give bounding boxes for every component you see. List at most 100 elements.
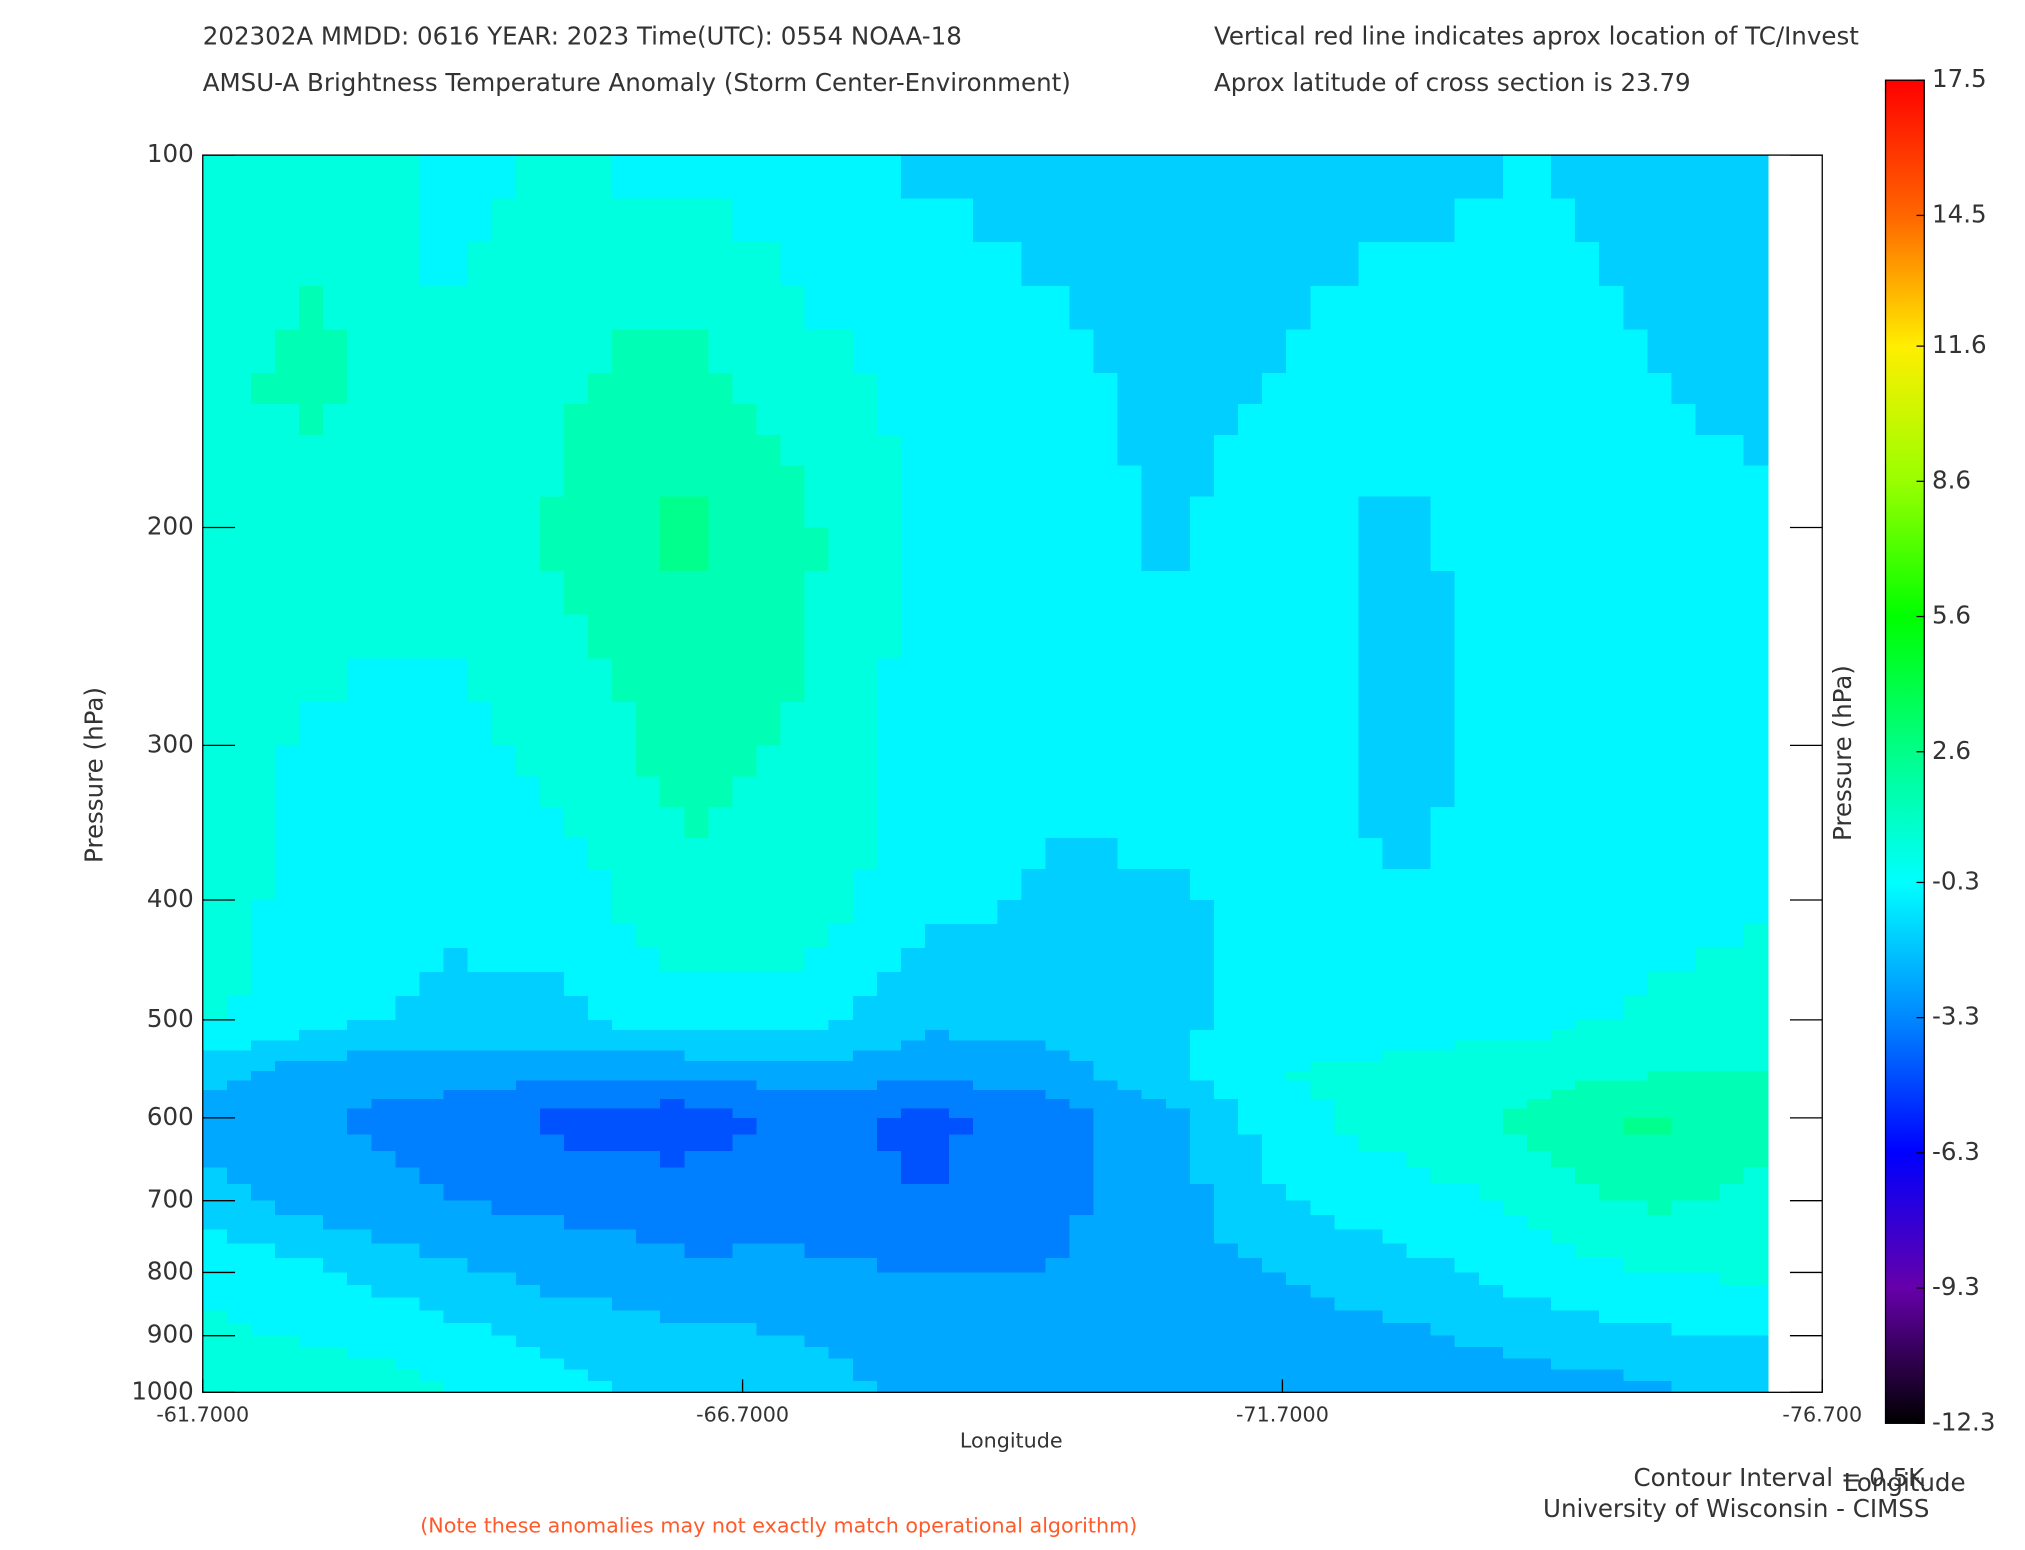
contour-cell: [1310, 1243, 1336, 1259]
contour-cell: [1551, 1071, 1576, 1082]
contour-cell: [1695, 527, 1721, 572]
contour-cell: [1117, 658, 1143, 703]
contour-cell: [1454, 465, 1480, 498]
contour-cell: [708, 1335, 734, 1348]
contour-cell: [1671, 1358, 1697, 1371]
contour-cell: [1502, 571, 1528, 616]
contour-cell: [1695, 1310, 1721, 1324]
contour-cell: [1141, 1167, 1167, 1185]
contour-cell: [1117, 403, 1143, 436]
contour-cell: [1021, 1369, 1047, 1382]
contour-cell: [1141, 1150, 1167, 1169]
contour-cell: [973, 403, 999, 436]
contour-cell: [323, 465, 348, 498]
contour-cell: [1647, 1050, 1673, 1062]
contour-cell: [1334, 701, 1360, 747]
contour-cell: [539, 1030, 565, 1042]
contour-cell: [1647, 1310, 1673, 1324]
contour-cell: [1358, 1167, 1384, 1185]
contour-cell: [226, 1050, 252, 1062]
contour-cell: [900, 465, 926, 498]
contour-cell: [491, 1358, 517, 1371]
contour-cell: [1406, 1184, 1432, 1202]
contour-cell: [1502, 1040, 1528, 1052]
contour-cell: [1238, 1272, 1263, 1286]
contour-cell: [612, 1285, 637, 1299]
contour-cell: [660, 372, 686, 405]
contour-cell: [925, 1080, 950, 1091]
contour-cell: [1238, 1310, 1263, 1324]
contour-cell: [1502, 329, 1528, 374]
contour-cell: [1069, 1030, 1095, 1042]
contour-cell: [1647, 155, 1673, 200]
contour-cell: [515, 995, 541, 1021]
contour-cell: [1117, 1071, 1143, 1082]
y-tick-label: 800: [147, 1256, 194, 1285]
contour-cell: [443, 1080, 469, 1091]
contour-cell: [1695, 1358, 1721, 1371]
contour-cell: [1382, 1117, 1408, 1136]
contour-cell: [1502, 1258, 1528, 1274]
contour-cell: [1526, 329, 1552, 374]
contour-cell: [250, 1184, 276, 1202]
contour-cell: [1286, 1243, 1312, 1259]
contour-cell: [1478, 776, 1504, 809]
contour-cell: [1623, 496, 1649, 529]
contour-cell: [1478, 1258, 1504, 1274]
contour-cell: [1165, 1071, 1191, 1082]
contour-cell: [1599, 1019, 1625, 1031]
contour-cell: [587, 1243, 613, 1259]
contour-cell: [1358, 1215, 1384, 1231]
contour-cell: [226, 745, 252, 778]
contour-cell: [1382, 1272, 1408, 1286]
contour-cell: [732, 995, 758, 1021]
contour-cell: [1719, 496, 1745, 529]
contour-cell: [1430, 899, 1456, 925]
contour-cell: [949, 1243, 974, 1259]
contour-cell: [780, 1134, 806, 1152]
contour-cell: [563, 1335, 589, 1348]
contour-cell: [419, 1050, 445, 1062]
contour-cell: [708, 1243, 734, 1259]
contour-cell: [708, 1184, 734, 1202]
contour-cell: [515, 971, 541, 997]
contour-cell: [1406, 1030, 1432, 1042]
contour-cell: [1310, 527, 1336, 572]
contour-cell: [1286, 496, 1312, 529]
contour-cell: [1575, 155, 1600, 200]
contour-cell: [1358, 434, 1384, 467]
contour-cell: [1213, 465, 1239, 498]
contour-cell: [1093, 527, 1119, 572]
contour-cell: [973, 899, 999, 925]
contour-cell: [660, 1019, 686, 1031]
contour-cell: [1647, 1019, 1673, 1031]
contour-cell: [900, 1050, 926, 1062]
contour-cell: [274, 1089, 300, 1100]
contour-cell: [1165, 838, 1191, 870]
contour-cell: [1262, 1323, 1287, 1337]
contour-cell: [1719, 923, 1745, 949]
contour-cell: [467, 1272, 493, 1286]
contour-cell: [636, 658, 661, 703]
contour-cell: [1406, 1215, 1432, 1231]
contour-cell: [1671, 1200, 1697, 1216]
contour-cell: [1382, 403, 1408, 436]
contour-cell: [274, 1243, 300, 1259]
contour-cell: [1743, 1167, 1769, 1185]
contour-cell: [997, 1285, 1023, 1299]
contour-cell: [708, 658, 734, 703]
contour-cell: [1286, 434, 1312, 467]
contour-cell: [1502, 434, 1528, 467]
contour-cell: [226, 971, 252, 997]
contour-cell: [250, 1200, 276, 1216]
contour-cell: [612, 658, 637, 703]
contour-cell: [925, 745, 950, 778]
contour-cell: [202, 1243, 228, 1259]
contour-cell: [371, 1297, 397, 1312]
contour-cell: [1406, 995, 1432, 1021]
contour-cell: [852, 701, 878, 747]
contour-cell: [347, 1358, 373, 1371]
contour-cell: [660, 1108, 686, 1119]
contour-cell: [1093, 1369, 1119, 1382]
contour-cell: [1478, 527, 1504, 572]
